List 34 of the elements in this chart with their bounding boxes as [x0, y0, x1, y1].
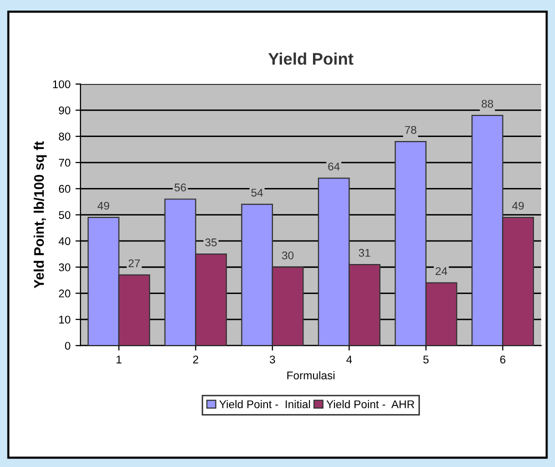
y-tick-label: 90 — [58, 106, 70, 114]
x-tick-label: 3 — [270, 356, 276, 364]
data-label: 54 — [251, 188, 263, 197]
y-tick-label: 10 — [59, 316, 70, 324]
y-tick-label: 50 — [58, 211, 70, 219]
data-label: 24 — [436, 267, 448, 275]
data-label: 27 — [128, 259, 140, 268]
data-label: 31 — [358, 248, 370, 257]
data-label: 88 — [482, 100, 494, 108]
y-tick-label: 70 — [58, 158, 70, 167]
x-tick-label: 2 — [193, 356, 198, 364]
y-tick-label: 40 — [58, 237, 70, 246]
x-tick-label: 5 — [423, 356, 429, 364]
data-label: 78 — [405, 126, 416, 134]
data-label: 56 — [174, 184, 186, 192]
y-axis-title: Yeld Point, lb/100 sq ft — [34, 141, 47, 288]
data-label: 49 — [98, 202, 110, 210]
legend-label: Yield Point - AHR — [326, 400, 414, 408]
y-tick-label: 100 — [53, 80, 70, 88]
legend-label: Yield Point - Initial — [219, 400, 310, 408]
y-tick-label: 20 — [58, 290, 70, 298]
y-tick-label: 0 — [65, 342, 70, 350]
x-tick-label: 4 — [346, 356, 352, 364]
y-tick-label: 30 — [58, 263, 70, 272]
data-label: 30 — [282, 252, 294, 260]
x-tick-label: 6 — [500, 356, 506, 364]
data-label: 35 — [205, 238, 217, 246]
data-label: 64 — [328, 162, 340, 170]
x-tick-label: 1 — [116, 356, 122, 364]
chart-title: Yield Point — [268, 52, 354, 65]
y-tick-label: 60 — [58, 184, 70, 193]
x-axis-title: Formulasi — [287, 371, 334, 380]
data-label: 49 — [512, 202, 524, 210]
y-tick-label: 80 — [58, 132, 70, 140]
